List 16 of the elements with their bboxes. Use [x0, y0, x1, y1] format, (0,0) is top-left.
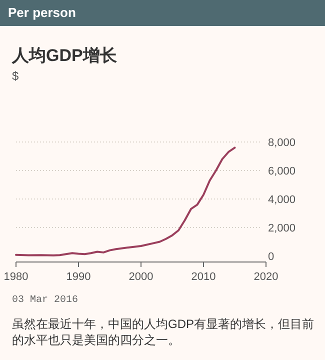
text: 03 Mar 2016	[12, 295, 78, 306]
x-tick-label: 1980	[4, 271, 28, 283]
x-tick-label: 2020	[254, 271, 278, 283]
text: 虽然在最近十年，中国的人均GDP有显著的增长，但目前的水平也只是美国的四分之一。	[12, 316, 316, 348]
x-tick-label: 1990	[66, 271, 91, 283]
y-tick-label: 6,000	[268, 166, 296, 178]
y-axis-title: $	[12, 69, 20, 83]
x-tick-label: 2010	[191, 271, 216, 283]
chart-subtitle: 人均GDP增长	[12, 45, 118, 67]
y-tick-label: 8,000	[268, 137, 296, 149]
y-tick-label: 4,000	[268, 194, 296, 206]
y-tick-label: 0	[268, 251, 274, 263]
chart-title: Per person	[0, 0, 325, 26]
line-series	[15, 146, 236, 256]
x-tick-label: 2000	[128, 271, 154, 283]
y-tick-label: 2,000	[268, 222, 296, 234]
